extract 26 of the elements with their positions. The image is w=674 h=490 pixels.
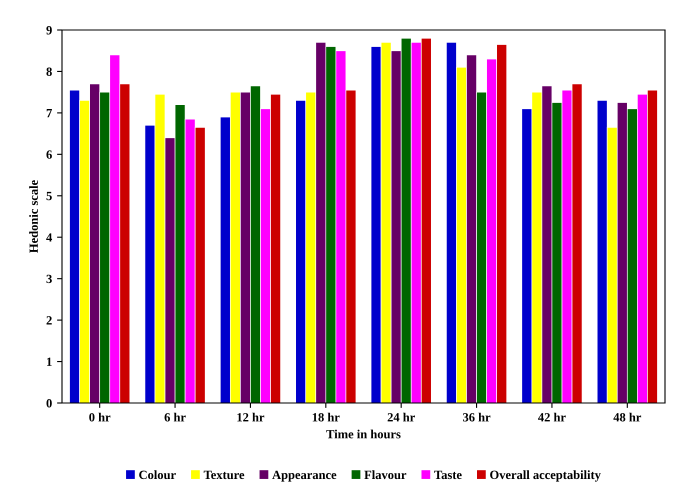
y-tick-label: 6 xyxy=(46,150,52,159)
y-tick-label: 5 xyxy=(46,192,52,200)
y-tick-label: 2 xyxy=(46,316,52,324)
legend-label: Taste xyxy=(434,470,462,480)
x-tick-label: 6 hr xyxy=(164,412,186,422)
x-tick-label: 48 hr xyxy=(613,412,642,422)
x-tick-label: 12 hr xyxy=(237,412,264,422)
y-tick-label: 1 xyxy=(47,358,52,366)
y-tick-label: 8 xyxy=(46,67,52,76)
x-tick-label: 18 hr xyxy=(312,412,340,422)
y-tick-label: 0 xyxy=(46,399,52,408)
legend-label: Flavour xyxy=(364,470,406,480)
y-tick-label: 9 xyxy=(46,26,52,34)
legend-label: Texture xyxy=(204,470,244,480)
y-tick-label: 4 xyxy=(46,233,52,242)
x-tick-label: 24 hr xyxy=(388,412,415,422)
y-tick-label: 7 xyxy=(46,109,52,118)
x-tick-label: 36 hr xyxy=(462,412,490,422)
y-tick-label: 3 xyxy=(46,274,52,284)
x-axis-title: Time in hours xyxy=(326,430,401,438)
legend-label: Overall acceptability xyxy=(490,470,601,482)
legend-label: Colour xyxy=(139,470,176,480)
x-tick-label: 42 hr xyxy=(538,412,566,422)
x-tick-label: 0 hr xyxy=(89,412,110,422)
legend-label: Appearance xyxy=(272,470,336,482)
y-axis-title: Hedonic scale xyxy=(29,180,38,253)
